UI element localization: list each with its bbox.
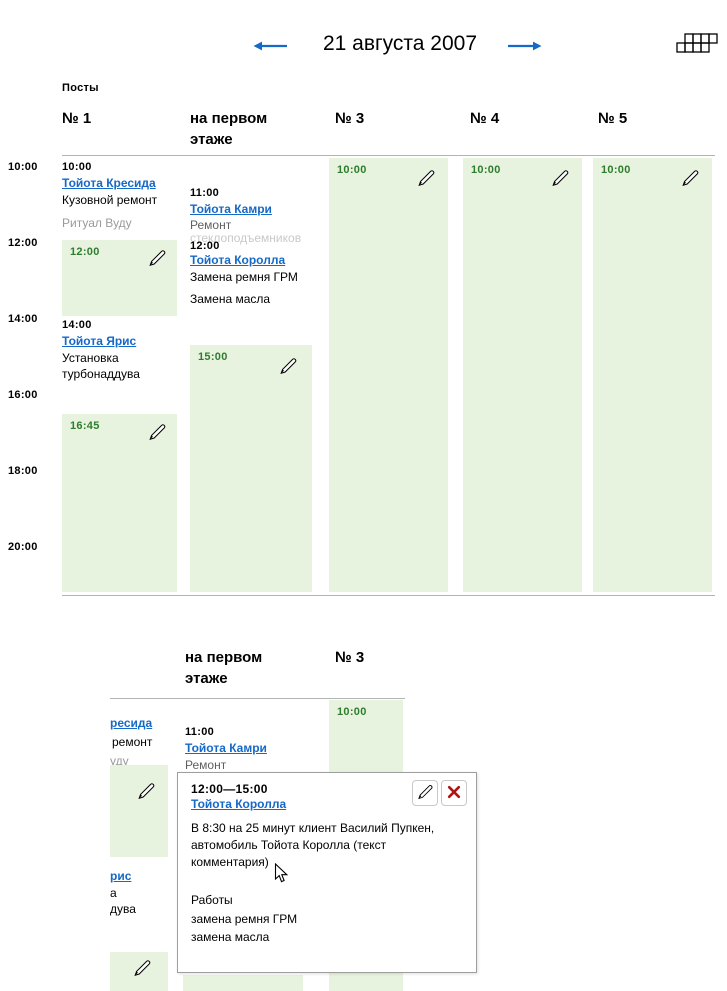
slot-time: 10:00 xyxy=(601,164,631,176)
column-header-4: № 4 xyxy=(470,110,500,127)
work-description-clipped: а xyxy=(110,886,117,900)
time-slot[interactable] xyxy=(110,765,168,857)
column-header-3b: № 3 xyxy=(335,649,365,666)
time-slot[interactable]: 10:00 xyxy=(463,158,582,592)
work-description: Ремонт xyxy=(190,218,232,232)
time-label: 14:00 xyxy=(8,313,38,325)
time-label: 16:00 xyxy=(8,389,38,401)
time-slot[interactable]: 12:00 xyxy=(62,240,177,316)
time-slot[interactable]: 10:00 xyxy=(329,158,448,592)
time-label: 20:00 xyxy=(8,541,38,553)
work-description: Ремонт xyxy=(185,758,227,772)
popup-works-label: Работы xyxy=(191,893,233,907)
grid-bottom-line xyxy=(62,595,715,596)
time-slot[interactable] xyxy=(183,975,303,991)
appointment-time: 11:00 xyxy=(190,187,220,199)
appointment-time: 12:00 xyxy=(190,240,220,252)
appointment-time: 10:00 xyxy=(62,161,92,173)
column-header-3: № 3 xyxy=(335,110,365,127)
work-description-clipped: дува xyxy=(110,902,136,916)
pencil-icon[interactable] xyxy=(278,356,298,376)
comment-note: Ритуал Вуду xyxy=(62,216,132,230)
prev-day-button[interactable] xyxy=(251,38,289,57)
pencil-icon[interactable] xyxy=(680,168,700,188)
pencil-icon[interactable] xyxy=(416,168,436,188)
slot-time: 12:00 xyxy=(70,246,100,258)
edit-button[interactable] xyxy=(412,780,438,806)
work-description: Замена ремня ГРМ xyxy=(190,270,298,284)
appointment-popup: 12:00—15:00 Тойота Королла В 8:30 на 25 … xyxy=(177,772,477,973)
time-slot[interactable] xyxy=(110,952,168,991)
time-label: 12:00 xyxy=(8,237,38,249)
pencil-icon[interactable] xyxy=(147,248,167,268)
pencil-icon xyxy=(416,783,434,804)
car-link[interactable]: Тойота Камри xyxy=(190,202,272,216)
work-description: турбонаддува xyxy=(62,367,140,381)
mouse-pointer-icon xyxy=(274,862,290,889)
column-header-1: № 1 xyxy=(62,110,92,127)
work-description-clipped: ремонт xyxy=(112,735,153,749)
table-view-button[interactable] xyxy=(674,31,720,59)
time-slot[interactable]: 10:00 xyxy=(593,158,712,592)
work-description: Кузовной ремонт xyxy=(62,193,158,207)
time-label: 10:00 xyxy=(8,161,38,173)
grid-top-line-b xyxy=(110,698,405,699)
slot-time: 16:45 xyxy=(70,420,100,432)
close-icon xyxy=(447,785,461,802)
work-description: Установка xyxy=(62,351,119,365)
car-link[interactable]: Тойота Кресида xyxy=(62,176,156,190)
popup-comment: В 8:30 на 25 минут клиент Василий Пупкен… xyxy=(191,821,435,869)
work-description: Замена масла xyxy=(190,292,271,306)
time-label: 18:00 xyxy=(8,465,38,477)
car-link[interactable]: Тойота Камри xyxy=(185,741,267,755)
popup-work-item: замена масла xyxy=(191,930,270,944)
date-title: 21 августа 2007 xyxy=(322,32,478,55)
column-header-2: на первом этаже xyxy=(190,110,268,148)
comment-note-clipped: уду xyxy=(110,754,129,768)
time-slot[interactable]: 16:45 xyxy=(62,414,177,592)
column-header-5: № 5 xyxy=(598,110,628,127)
slot-time: 10:00 xyxy=(337,706,367,718)
right-arrow-icon xyxy=(508,40,542,55)
table-grid-icon xyxy=(676,33,718,57)
close-button[interactable] xyxy=(441,780,467,806)
pencil-icon[interactable] xyxy=(147,422,167,442)
car-link[interactable]: Тойота Королла xyxy=(190,253,286,267)
pencil-icon[interactable] xyxy=(550,168,570,188)
appointment-time: 11:00 xyxy=(185,726,215,738)
slot-time: 10:00 xyxy=(471,164,501,176)
car-link-clipped[interactable]: ресида xyxy=(110,716,153,730)
slot-time: 10:00 xyxy=(337,164,367,176)
posts-label: Посты xyxy=(62,82,99,94)
appointment-time: 14:00 xyxy=(62,319,92,331)
car-link[interactable]: Тойота Ярис xyxy=(62,334,137,348)
popup-work-item: замена ремня ГРМ xyxy=(191,912,298,926)
time-slot[interactable]: 15:00 xyxy=(190,345,312,592)
grid-top-line xyxy=(62,155,715,156)
column-header-2b: на первом этаже xyxy=(185,649,263,687)
car-link-clipped[interactable]: рис xyxy=(110,869,132,883)
work-description-cut: стеклоподъемников xyxy=(190,231,302,245)
pencil-icon[interactable] xyxy=(136,781,156,801)
left-arrow-icon xyxy=(253,40,287,55)
popup-car-link[interactable]: Тойота Королла xyxy=(191,797,287,811)
pencil-icon[interactable] xyxy=(132,958,152,978)
slot-time: 15:00 xyxy=(198,351,228,363)
next-day-button[interactable] xyxy=(506,38,544,57)
popup-time-range: 12:00—15:00 xyxy=(191,782,268,796)
